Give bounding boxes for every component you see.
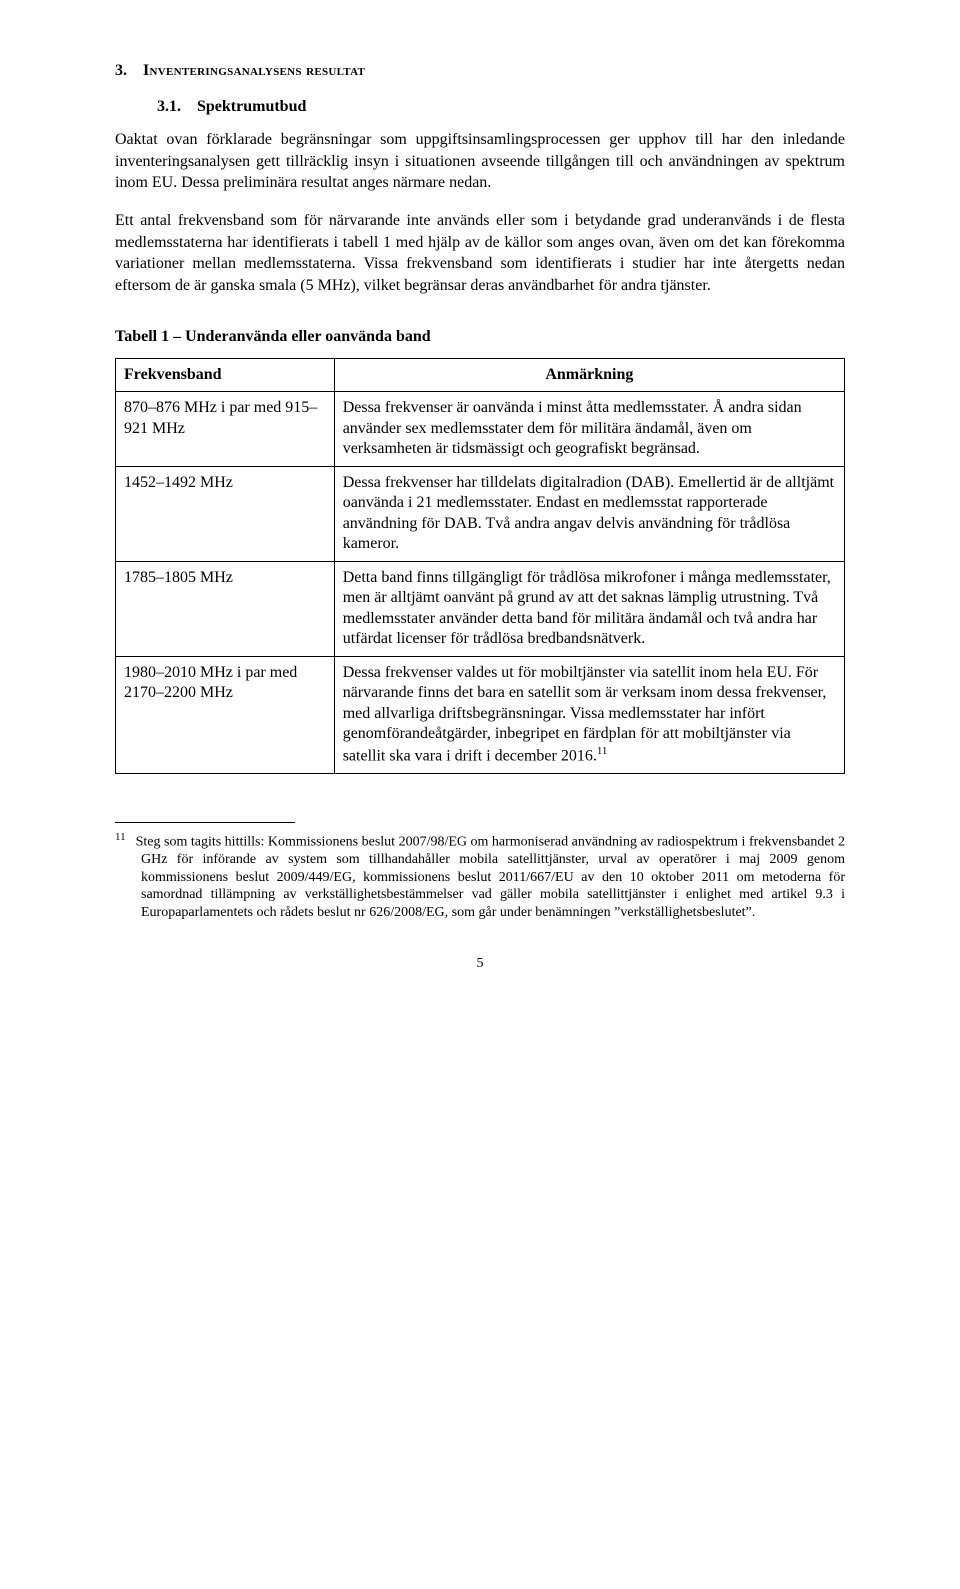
- paragraph-2: Ett antal frekvensband som för närvarand…: [115, 210, 845, 296]
- subsection-number: 3.1.: [157, 98, 181, 115]
- table-header-row: Frekvensband Anmärkning: [116, 358, 845, 391]
- table-cell-note: Dessa frekvenser har tilldelats digitalr…: [334, 466, 844, 561]
- footnote-text: Steg som tagits hittills: Kommissionens …: [136, 835, 845, 920]
- table-cell-band: 1785–1805 MHz: [116, 561, 335, 656]
- table-cell-note-text: Dessa frekvenser valdes ut för mobiltjän…: [343, 664, 827, 765]
- table-header-anmarkning: Anmärkning: [334, 358, 844, 391]
- table-row: 1980–2010 MHz i par med 2170–2200 MHz De…: [116, 656, 845, 774]
- section-heading: 3. Inventeringsanalysens resultat: [115, 60, 845, 82]
- bands-table: Frekvensband Anmärkning 870–876 MHz i pa…: [115, 358, 845, 774]
- paragraph-1: Oaktat ovan förklarade begränsningar som…: [115, 129, 845, 194]
- table-cell-band: 870–876 MHz i par med 915–921 MHz: [116, 392, 335, 466]
- footnote-mark: 11: [597, 745, 608, 757]
- page-number: 5: [115, 955, 845, 974]
- section-number: 3.: [115, 62, 127, 79]
- table-cell-note: Dessa frekvenser är oanvända i minst ått…: [334, 392, 844, 466]
- table-row: 1785–1805 MHz Detta band finns tillgängl…: [116, 561, 845, 656]
- table-row: 870–876 MHz i par med 915–921 MHz Dessa …: [116, 392, 845, 466]
- subsection-heading: 3.1. Spektrumutbud: [157, 96, 845, 118]
- table-cell-band: 1980–2010 MHz i par med 2170–2200 MHz: [116, 656, 335, 774]
- table-title: Tabell 1 – Underanvända eller oanvända b…: [115, 326, 845, 348]
- subsection-title: Spektrumutbud: [197, 98, 306, 115]
- table-cell-note: Dessa frekvenser valdes ut för mobiltjän…: [334, 656, 844, 774]
- section-title: Inventeringsanalysens resultat: [143, 62, 365, 79]
- table-cell-band: 1452–1492 MHz: [116, 466, 335, 561]
- footnote-number: 11: [115, 831, 126, 843]
- table-header-frekvensband: Frekvensband: [116, 358, 335, 391]
- footnote-separator: [115, 822, 295, 823]
- table-row: 1452–1492 MHz Dessa frekvenser har tilld…: [116, 466, 845, 561]
- footnote: 11 Steg som tagits hittills: Kommissionen…: [115, 831, 845, 921]
- table-cell-note: Detta band finns tillgängligt för trådlö…: [334, 561, 844, 656]
